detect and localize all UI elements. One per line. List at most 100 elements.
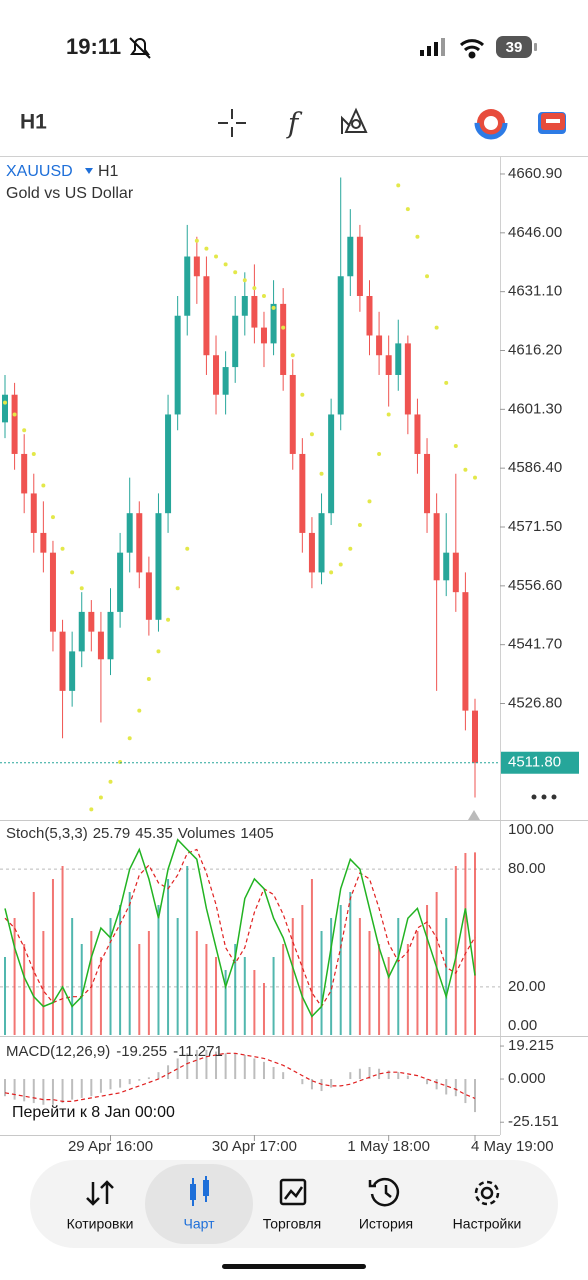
candle-body (11, 394, 18, 454)
sar-dot (89, 807, 94, 812)
candle-body (193, 256, 200, 277)
settings-icon (474, 1180, 500, 1206)
crosshair-button[interactable] (218, 109, 246, 137)
sar-dot (348, 546, 353, 551)
wifi-icon (459, 39, 485, 59)
nav-history[interactable]: История (359, 1216, 413, 1232)
candle-body (251, 295, 258, 328)
candle-body (59, 631, 66, 691)
quotes-icon (86, 1180, 114, 1206)
sar-dot (252, 286, 257, 291)
candle-body (30, 493, 37, 533)
symbol-dropdown[interactable] (85, 168, 93, 174)
nav-trade[interactable]: Торговля (263, 1216, 321, 1232)
more-button[interactable] (531, 794, 557, 800)
volumes-name: Volumes (178, 825, 236, 842)
candle-body (404, 343, 411, 415)
signal-icon (420, 38, 445, 56)
macd-signal-line (4, 1052, 476, 1102)
y-tick-label: 4646.00 (508, 224, 562, 241)
volumes-value: 1405 (240, 825, 273, 842)
sar-dot (223, 262, 228, 267)
y-tick-label: 4631.10 (508, 283, 562, 300)
candle-body (69, 651, 76, 691)
sar-dot (290, 353, 295, 358)
candle-body (126, 513, 133, 553)
sar-dot (357, 523, 362, 528)
battery-level: 39 (506, 39, 523, 56)
sar-dot (204, 246, 209, 251)
candle-body (337, 276, 344, 415)
candle-body (452, 552, 459, 593)
sar-dot (108, 779, 113, 784)
sar-dot (185, 546, 190, 551)
sar-dot (242, 278, 247, 283)
sar-dot (22, 428, 27, 433)
nav-selected (145, 1164, 253, 1244)
macd-tick-label: 0.000 (508, 1070, 546, 1087)
stoch-legend: Stoch(5,3,3) 25.79 45.35 Volumes 1405 (6, 825, 274, 842)
macd-tick-label: -25.151 (508, 1113, 559, 1130)
y-tick-label: 4616.20 (508, 341, 562, 358)
sar-dot (60, 546, 65, 551)
sar-dot (329, 570, 334, 575)
status-time: 19:11 (66, 34, 121, 59)
candle-body (97, 631, 104, 660)
goto-date-button[interactable]: Перейти к 8 Jan 00:00 (12, 1104, 175, 1121)
macd-signal-value: -11.271 (173, 1043, 223, 1060)
sar-dot (175, 586, 180, 591)
sar-dot (156, 649, 161, 654)
battery-tip (534, 43, 537, 51)
sar-dot (31, 451, 36, 456)
trade-button[interactable] (474, 106, 508, 140)
nav-chart[interactable]: Чарт (183, 1216, 215, 1232)
macd-name: MACD(12,26,9) (6, 1043, 110, 1060)
candle-body (347, 236, 354, 277)
indicators-button[interactable]: f (286, 107, 303, 140)
sar-dot (146, 677, 151, 682)
history-icon (368, 1177, 400, 1207)
sar-dot (463, 467, 468, 472)
stoch-tick-label: 20.00 (508, 978, 546, 995)
candle-body (366, 295, 373, 336)
stoch-name: Stoch(5,3,3) (6, 825, 88, 842)
candle-body (184, 256, 191, 316)
x-tick-label: 30 Apr 17:00 (212, 1138, 297, 1155)
candle-body (155, 513, 162, 620)
sar-dot (309, 432, 314, 437)
symbol[interactable]: XAUUSD (6, 163, 73, 180)
nav-quotes[interactable]: Котировки (67, 1216, 134, 1232)
chart-icon (190, 1176, 209, 1206)
sar-dot (233, 270, 238, 275)
candle-body (424, 453, 431, 514)
sar-dot (261, 293, 266, 298)
objects-button[interactable] (341, 107, 368, 134)
sar-dot (281, 325, 286, 330)
account-button[interactable] (538, 112, 566, 134)
candle-body (241, 295, 248, 316)
sar-dot (12, 412, 17, 417)
candle-body (213, 355, 220, 395)
sar-dot (386, 412, 391, 417)
macd-tick-label: 19.215 (508, 1037, 554, 1054)
candle-body (2, 394, 8, 423)
sar-dot (425, 274, 430, 279)
stoch-tick-label: 80.00 (508, 860, 546, 877)
sar-dot (70, 570, 75, 575)
timeframe-button[interactable]: H1 (20, 111, 47, 134)
candle-body (414, 414, 421, 454)
y-tick-label: 4556.60 (508, 577, 562, 594)
nav-settings[interactable]: Настройки (453, 1216, 522, 1232)
sar-dot (118, 759, 123, 764)
scroll-marker (468, 810, 480, 820)
candle-body (472, 710, 478, 763)
candle-body (88, 611, 95, 632)
candle-body (395, 343, 402, 375)
sar-dot (300, 392, 305, 397)
sar-dot (367, 499, 372, 504)
sar-dot (41, 483, 46, 488)
stoch-tick-label: 0.00 (508, 1017, 537, 1034)
candle-body (433, 513, 440, 581)
candle-body (145, 572, 152, 620)
